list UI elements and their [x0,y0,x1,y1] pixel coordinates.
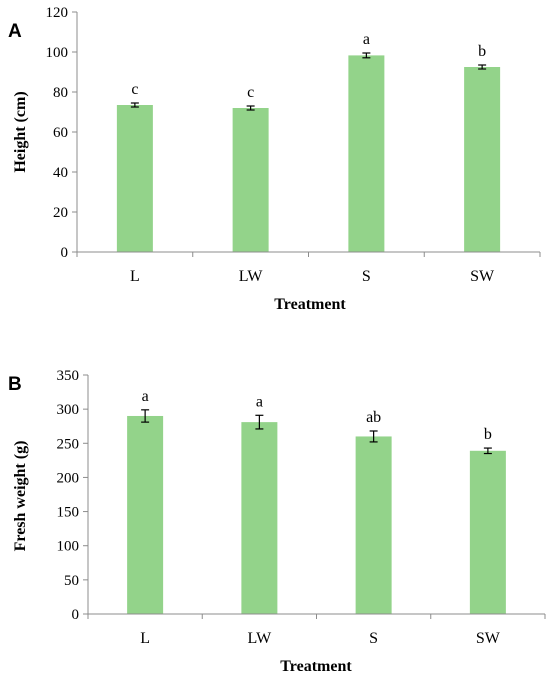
panel-a-y-tick-label: 120 [46,5,69,21]
panel-b: B Fresh weight (g) Treatment a La LW ab Sb SW… [8,368,546,675]
panel-a-significance-l: c [131,81,138,98]
panel-b-error-bar-s [369,430,378,443]
panel-b-y-tick-label: 300 [57,402,80,418]
panel-b-significance-lw: a [256,393,263,410]
panel-b-category-label-s: S [369,630,378,647]
panel-a-y-tick-label: 0 [61,245,69,261]
panel-b-category-label-sw: SW [476,630,501,647]
panel-b-y-tick-label: 200 [57,470,80,486]
panel-b-category-label-l: L [140,630,150,647]
panel-b-y-tick-label: 50 [64,573,79,589]
panel-a-ylabel: Height (cm) [12,91,29,172]
panel-b-bar-s [355,436,392,614]
panel-a-xlabel: Treatment [274,296,346,313]
panel-a-y-tick-label: 60 [53,125,68,141]
panel-b-bar-sw [469,450,506,614]
panel-a-bar-sw [464,67,501,252]
panel-a-y-tick-label: 40 [53,165,68,181]
panel-a-plot: c Lc LW a Sb SW 0 20 40 60 80 100 120 [46,5,541,285]
panel-a-error-bar-sw [478,64,487,70]
panel-b-xlabel: Treatment [280,658,352,675]
panel-b-significance-sw: b [484,426,492,443]
panel-a-category-label-l: L [130,268,140,285]
panel-a-category-label-sw: SW [470,268,495,285]
panel-b-error-bar-lw [255,414,264,430]
panel-a-category-label-s: S [362,268,371,285]
panel-a-bar-l [116,105,153,252]
panel-a-significance-sw: b [478,43,486,60]
panel-a-significance-s: a [363,31,370,48]
panel-a-letter: A [8,21,22,42]
panel-a-y-tick-label: 20 [53,205,68,221]
panel-b-category-label-lw: LW [248,630,273,647]
panel-b-y-tick-label: 350 [57,368,80,384]
panel-b-y-tick-label: 100 [57,539,80,555]
panel-b-bar-l [127,415,164,614]
panel-a-y-tick-label: 80 [53,85,68,101]
panel-b-letter: B [8,374,22,395]
panel-b-plot: a La LW ab Sb SW 0 50 100 150 200 250 300 350 [57,368,546,647]
panel-b-bar-lw [241,422,278,614]
panel-a-bar-lw [232,108,269,252]
panel-b-y-tick-label: 250 [57,436,80,452]
panel-b-y-tick-label: 0 [72,607,80,623]
panel-b-significance-l: a [142,388,149,405]
panel-b-ylabel: Fresh weight (g) [12,441,29,552]
panel-a-bar-s [348,55,385,253]
panel-b-error-bar-l [141,409,150,423]
panel-a: A Height (cm) Treatment c Lc LW a Sb SW 0 20 40 6… [8,5,541,313]
panel-b-y-tick-label: 150 [57,505,80,521]
panel-a-error-bar-lw [246,105,255,111]
panel-a-error-bar-l [130,102,139,108]
panel-b-significance-s: ab [366,409,381,426]
panel-a-y-tick-label: 100 [46,45,69,61]
panel-a-category-label-lw: LW [239,268,264,285]
panel-a-error-bar-s [362,52,371,59]
panel-b-error-bar-sw [483,447,492,455]
panel-a-significance-lw: c [247,84,254,101]
